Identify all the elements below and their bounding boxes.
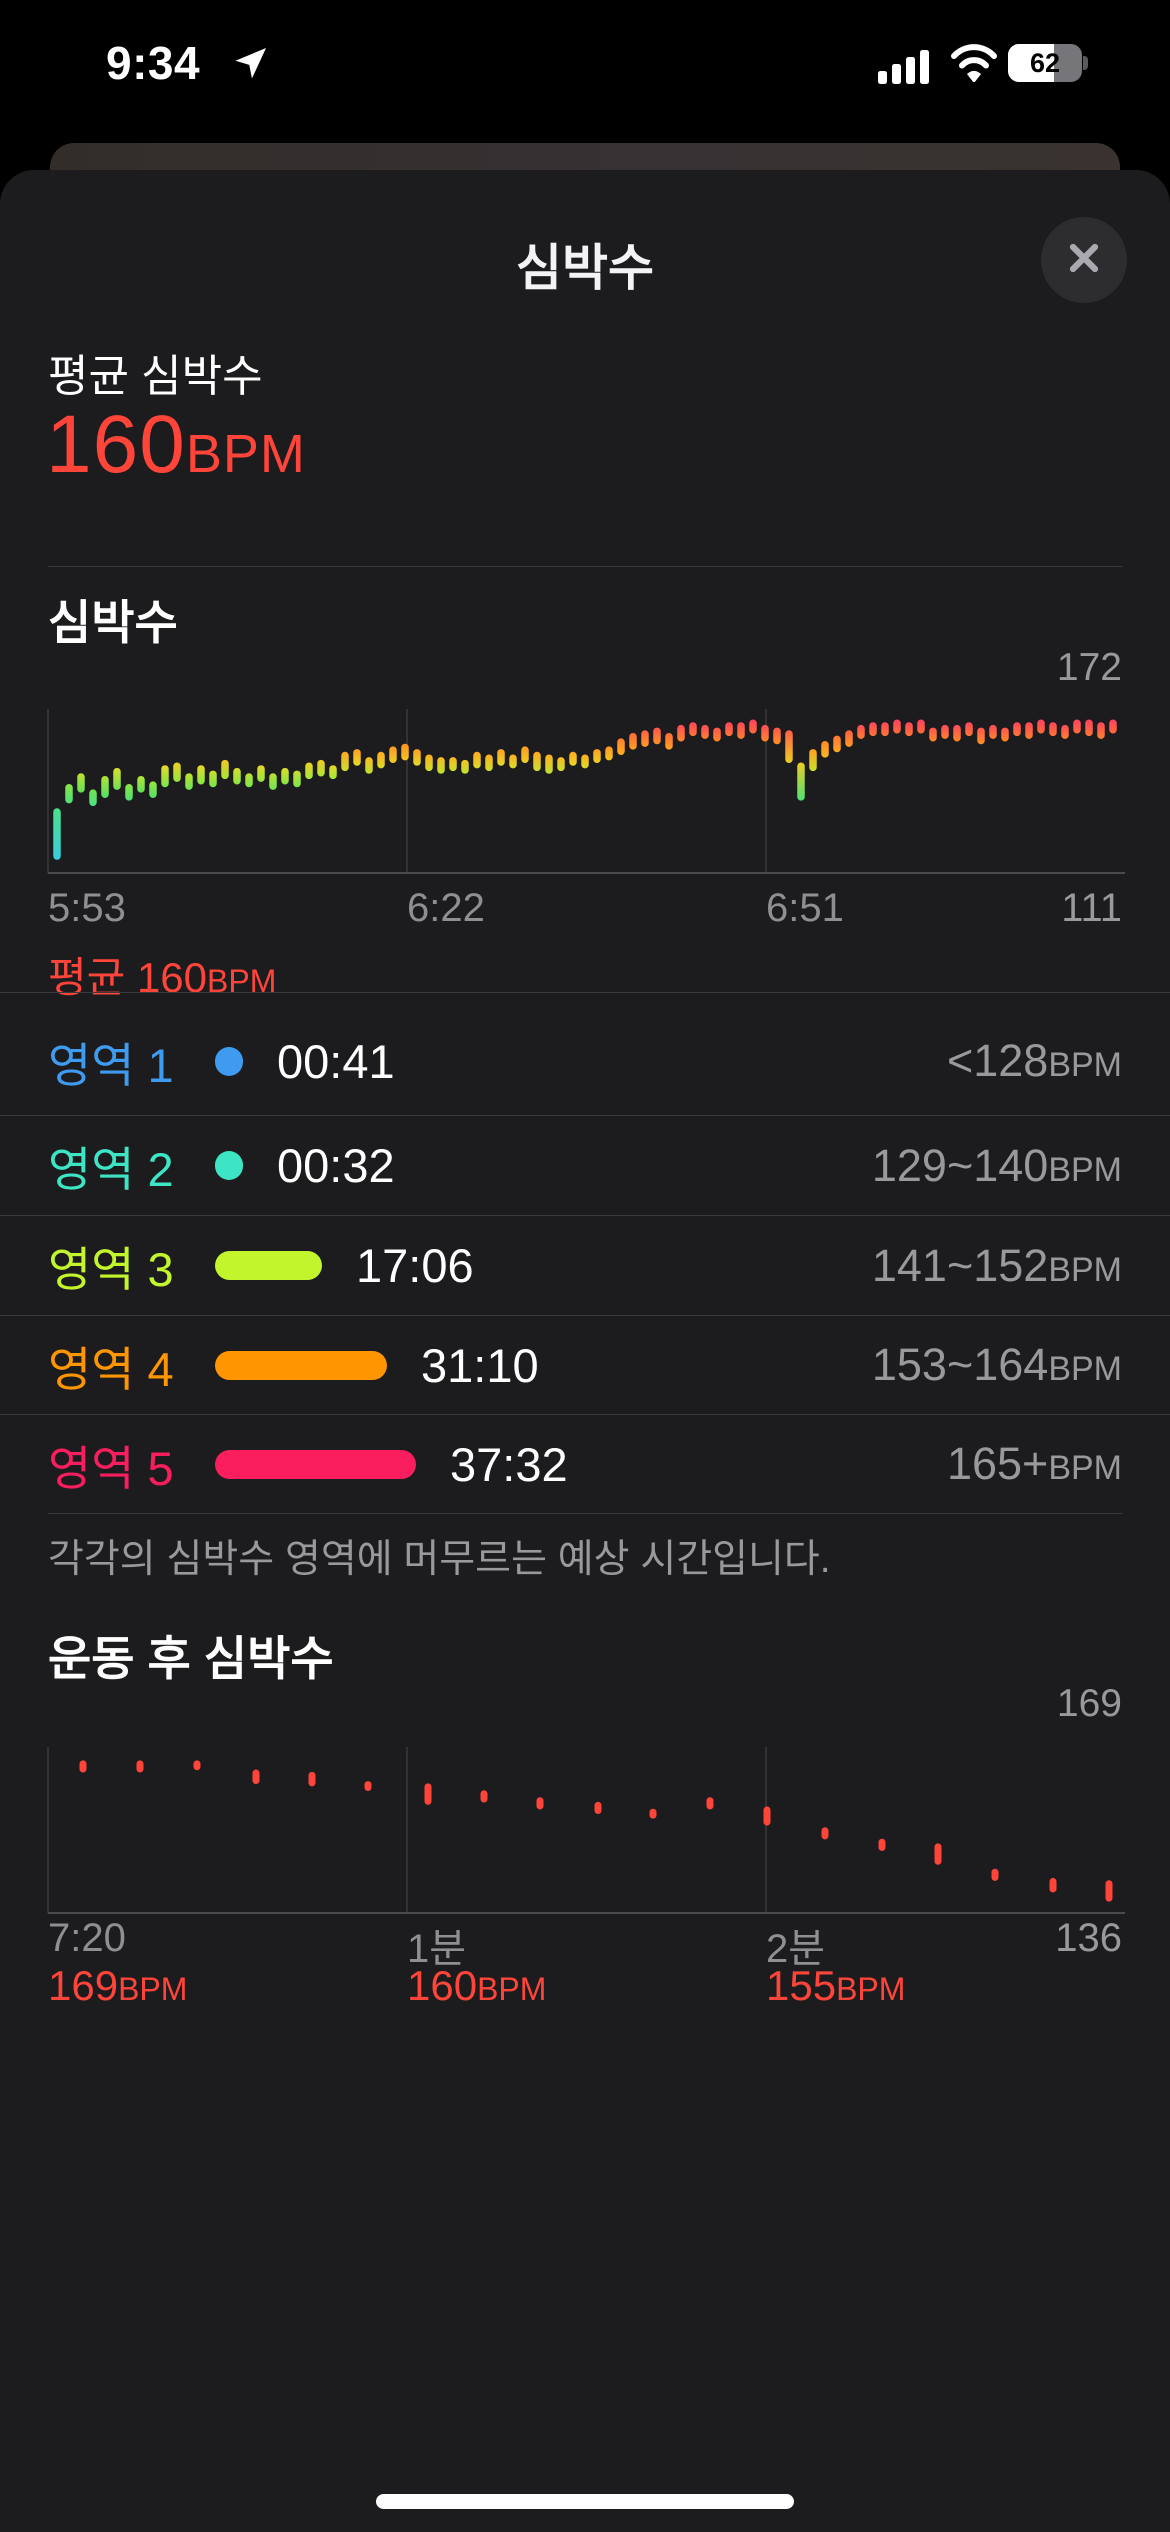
- recovery-chart-max-label: 169: [1056, 1682, 1122, 1725]
- hr-chart-max-label: 172: [1056, 646, 1122, 689]
- heart-rate-chart: [47, 709, 1125, 874]
- zone-duration-bar: [215, 1449, 416, 1479]
- zone-label: 영역 5: [48, 1441, 174, 1495]
- location-arrow-icon: [232, 44, 270, 82]
- zone-range: 129~140BPM: [871, 1139, 1122, 1191]
- zone-duration-bar: [215, 1350, 387, 1380]
- zone-row-1: 영역 1 00:41 <128BPM: [0, 992, 1170, 1115]
- zone-label: 영역 1: [48, 1038, 174, 1092]
- zone-row-2: 영역 2 00:32 129~140BPM: [0, 1115, 1170, 1215]
- zone-row-4: 영역 4 31:10 153~164BPM: [0, 1315, 1170, 1414]
- zone-duration: 37:32: [450, 1437, 568, 1491]
- recovery-heart-rate-chart: [47, 1747, 1125, 1914]
- zone-row-3: 영역 3 17:06 141~152BPM: [0, 1215, 1170, 1315]
- x-tick: 7:20: [48, 1916, 126, 1960]
- home-indicator[interactable]: [376, 2494, 794, 2509]
- zone-label: 영역 3: [48, 1243, 174, 1296]
- sheet-title: 심박수: [516, 240, 654, 296]
- recovery-annotation-2: 160BPM: [407, 1962, 547, 2009]
- zone-duration: 00:32: [277, 1139, 395, 1192]
- zone-range: <128BPM: [946, 1035, 1122, 1086]
- clock: 9:34: [106, 37, 201, 89]
- cellular-signal-icon: [878, 44, 940, 84]
- battery-indicator: 62: [1008, 44, 1088, 82]
- zone-range: 153~164BPM: [871, 1339, 1122, 1390]
- zone-duration-bar: [215, 1046, 243, 1076]
- close-icon: [1062, 236, 1106, 285]
- wifi-icon: [948, 42, 1000, 84]
- zone-duration: 17:06: [356, 1239, 474, 1292]
- recovery-annotation-1: 169BPM: [48, 1962, 188, 2009]
- heart-rate-sheet: [0, 170, 1170, 2532]
- hr-chart-average-annotation: 평균 160BPM: [48, 954, 277, 1001]
- average-hr-value: 160BPM: [46, 399, 306, 490]
- divider: [48, 566, 1122, 567]
- x-tick: 2분: [766, 1927, 826, 1971]
- zone-duration-bar: [215, 1251, 322, 1280]
- x-tick: 6:22: [407, 886, 485, 930]
- zones-footnote: 각각의 심박수 영역에 머무르는 예상 시간입니다.: [48, 1538, 831, 1581]
- zone-range: 141~152BPM: [871, 1239, 1122, 1291]
- recovery-annotation-3: 155BPM: [766, 1962, 906, 2009]
- recovery-section-title: 운동 후 심박수: [48, 1632, 334, 1685]
- status-bar: 9:34 62: [0, 30, 1170, 94]
- hr-chart-x-axis: 5:53 6:22 6:51 111: [0, 886, 1170, 930]
- zone-label: 영역 4: [48, 1342, 174, 1396]
- hr-chart-section-title: 심박수: [48, 596, 178, 649]
- zone-range: 165+BPM: [946, 1438, 1122, 1489]
- hr-chart-min-label: 111: [1061, 886, 1122, 930]
- zone-duration-bar: [215, 1151, 243, 1180]
- average-hr-label: 평균 심박수: [48, 352, 263, 401]
- zone-duration: 31:10: [421, 1338, 539, 1392]
- divider: [48, 1513, 1122, 1514]
- recovery-chart-min-label: 136: [1055, 1916, 1122, 1960]
- zone-row-5: 영역 5 37:32 165+BPM: [0, 1414, 1170, 1513]
- battery-percent: 62: [1029, 47, 1061, 78]
- x-tick: 1분: [407, 1927, 467, 1971]
- close-button[interactable]: [1041, 217, 1127, 303]
- x-tick: 6:51: [766, 886, 844, 930]
- zone-label: 영역 2: [48, 1143, 174, 1196]
- x-tick: 5:53: [48, 886, 126, 930]
- recovery-chart-x-axis: 7:20 1분 2분 136: [0, 1916, 1170, 1971]
- zone-duration: 00:41: [277, 1034, 395, 1088]
